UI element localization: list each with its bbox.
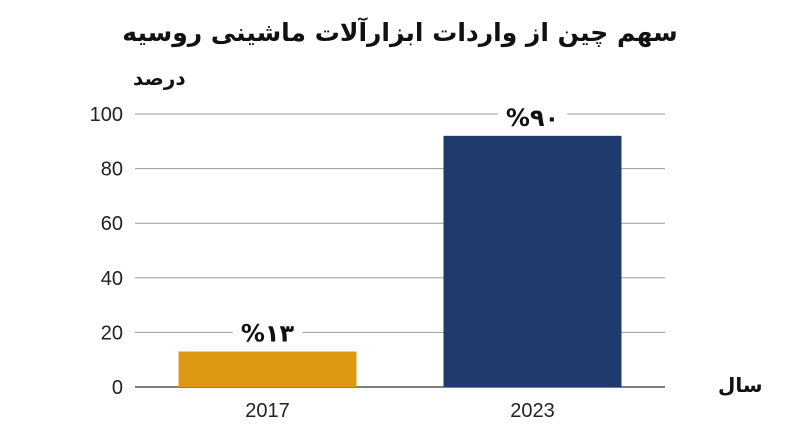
data-label-background xyxy=(232,318,303,349)
y-tick-label: 60 xyxy=(101,213,123,235)
data-label-background xyxy=(497,102,568,133)
y-tick-label: 20 xyxy=(101,322,123,344)
data-labels: %۱۳ %۹۰ xyxy=(232,102,568,349)
x-axis-label: سال xyxy=(718,373,763,397)
y-axis-label: درصد xyxy=(133,66,186,90)
bar-2023 xyxy=(443,135,622,387)
bars xyxy=(178,135,622,387)
chart-title: سهم چین از واردات ابزارآلات ماشینی روسیه xyxy=(122,18,678,47)
x-tick-label: 2023 xyxy=(510,400,555,422)
x-tick-label: 2017 xyxy=(245,400,290,422)
y-tick-label: 100 xyxy=(90,104,123,126)
y-tick-labels: 0 20 40 60 80 100 xyxy=(90,104,123,399)
y-tick-label: 40 xyxy=(101,268,123,290)
y-tick-label: 80 xyxy=(101,159,123,181)
y-tick-label: 0 xyxy=(112,377,123,399)
x-tick-labels: 2017 2023 xyxy=(245,400,555,422)
bar-2017 xyxy=(178,351,357,387)
data-label-2017: %۱۳ xyxy=(241,320,295,348)
data-label-2023: %۹۰ xyxy=(506,104,559,132)
